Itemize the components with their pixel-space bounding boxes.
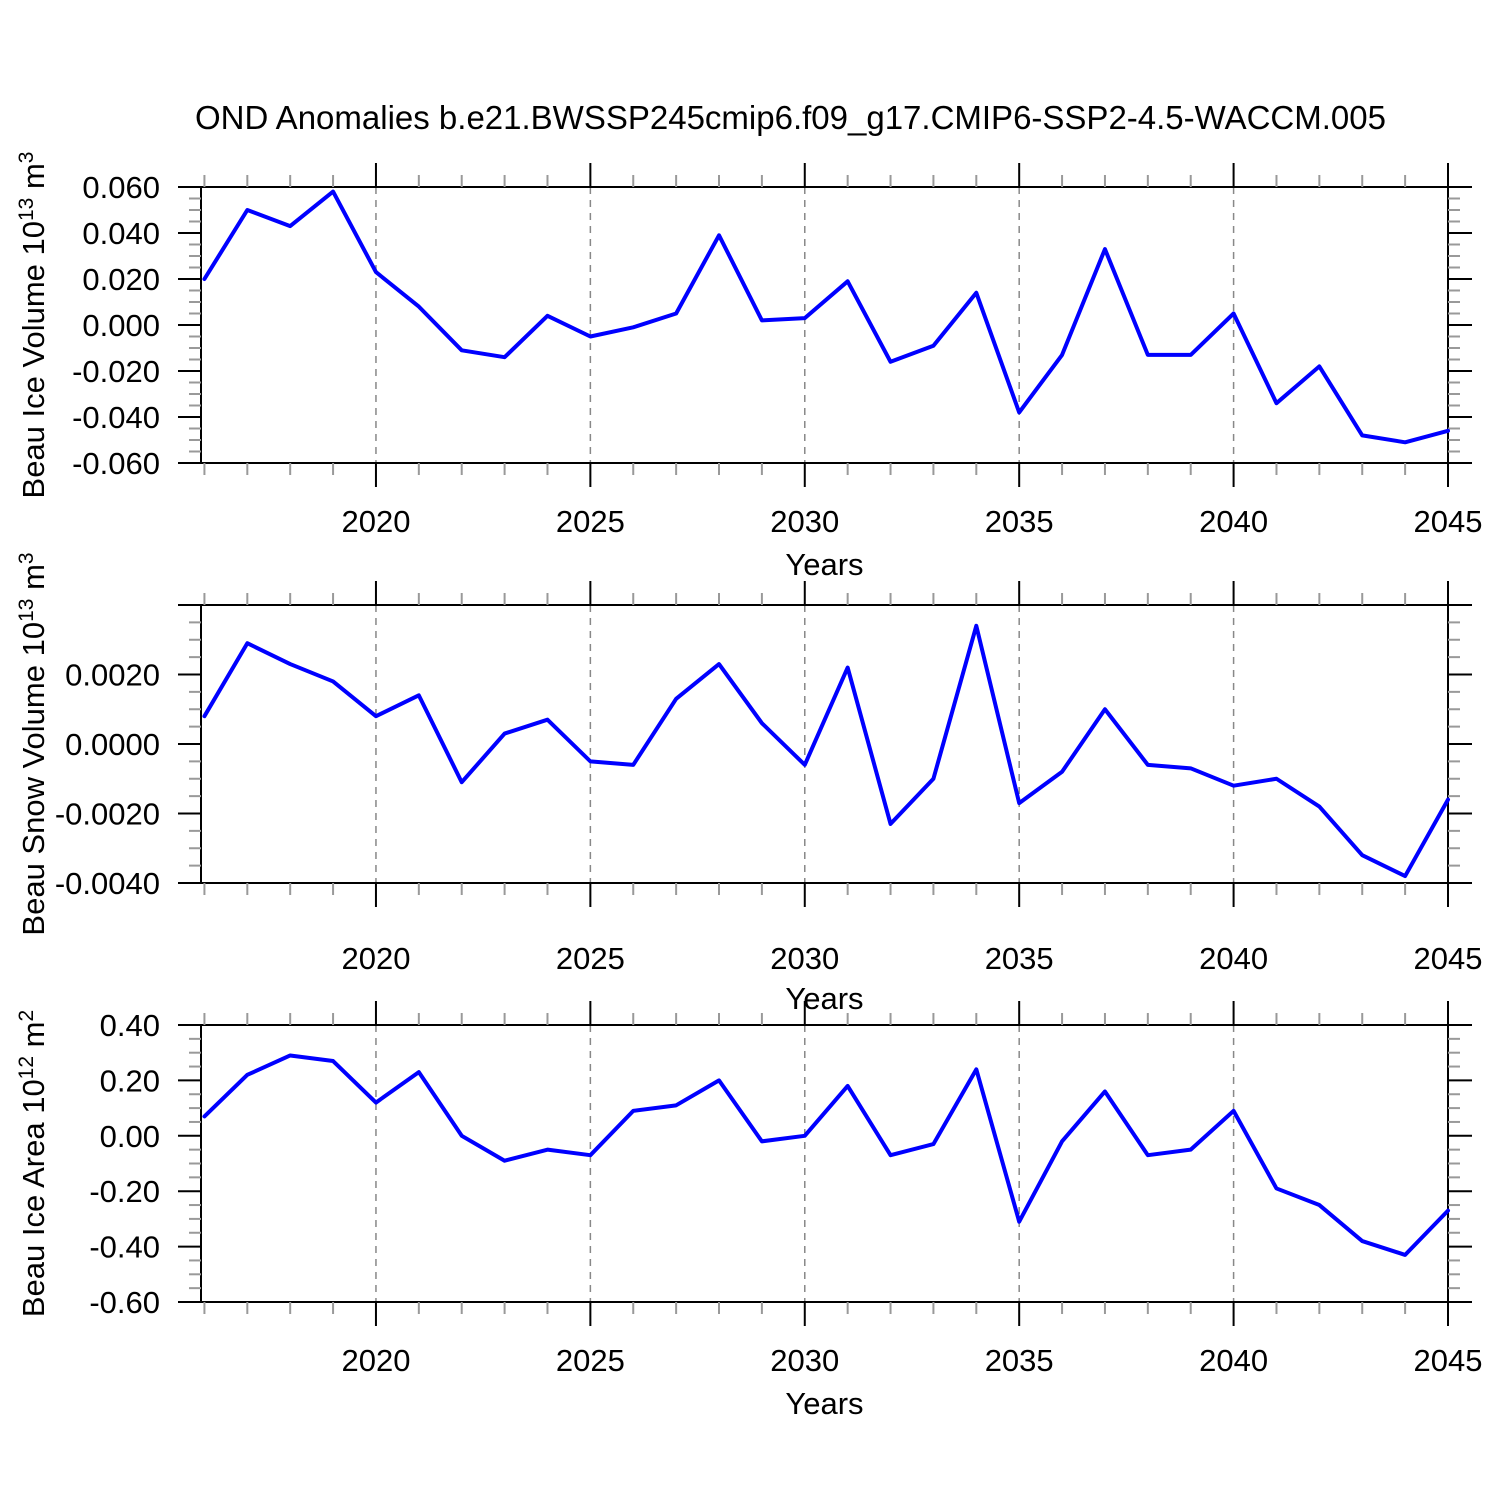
y-major-ticks (178, 186, 1472, 464)
y-tick-label: 0.00 (100, 1119, 160, 1154)
y-major-ticks (178, 604, 1472, 884)
x-tick-label: 2040 (1199, 504, 1268, 539)
plot-border (200, 186, 1449, 464)
x-axis-title: Years (785, 981, 863, 1016)
y-tick-label: 0.40 (100, 1008, 160, 1043)
x-tick-label: 2035 (985, 941, 1054, 976)
page-title: OND Anomalies b.e21.BWSSP245cmip6.f09_g1… (195, 99, 1386, 136)
y-axis-title-snow-volume: Beau Snow Volume 1013 m3 (15, 552, 51, 935)
x-tick-label: 2035 (985, 504, 1054, 539)
x-tick-label: 2045 (1414, 941, 1483, 976)
y-tick-label: 0.020 (82, 262, 160, 297)
x-tick-label: 2025 (556, 1343, 625, 1378)
y-major-ticks (178, 1024, 1472, 1303)
x-tick-label: 2040 (1199, 941, 1268, 976)
y-tick-label: -0.0040 (55, 866, 160, 901)
y-tick-label: 0.060 (82, 170, 160, 205)
x-tick-label: 2035 (985, 1343, 1054, 1378)
y-tick-label: -0.0020 (55, 797, 160, 832)
x-tick-label: 2020 (341, 1343, 410, 1378)
y-minor-ticks (189, 1037, 1460, 1290)
y-tick-label: -0.20 (89, 1174, 160, 1209)
panel-ice-volume: 0.060 0.040 0.020 0.000 -0.020 -0.040 -0.060 20… (15, 152, 1482, 582)
panel-ice-area: 0.40 0.20 0.00 -0.20 -0.40 -0.60 2020 2025 2030 2… (15, 1001, 1482, 1421)
y-minor-ticks (189, 621, 1460, 867)
x-axis-title: Years (785, 547, 863, 582)
y-tick-label: 0.040 (82, 216, 160, 251)
x-tick-label: 2025 (556, 941, 625, 976)
y-axis-title-ice-volume: Beau Ice Volume 1013 m3 (15, 152, 51, 499)
x-tick-label: 2040 (1199, 1343, 1268, 1378)
x-tick-label: 2030 (770, 1343, 839, 1378)
plot-border (200, 604, 1449, 884)
y-axis-title-ice-area: Beau Ice Area 1012 m2 (15, 1010, 51, 1317)
x-ticks (203, 1001, 1449, 1326)
ice-volume-line (202, 189, 1450, 445)
x-tick-label: 2030 (770, 941, 839, 976)
y-tick-label: 0.000 (82, 308, 160, 343)
y-tick-label: 0.0000 (65, 727, 160, 762)
y-tick-label: -0.020 (72, 354, 160, 389)
y-tick-label: 0.0020 (65, 658, 160, 693)
y-minor-ticks (189, 197, 1460, 453)
x-axis-title: Years (785, 1386, 863, 1421)
x-tick-label: 2020 (341, 504, 410, 539)
x-tick-label: 2025 (556, 504, 625, 539)
x-ticks (203, 163, 1449, 487)
ice-area-line (202, 1053, 1450, 1257)
x-tick-label: 2020 (341, 941, 410, 976)
y-tick-label: -0.040 (72, 400, 160, 435)
y-tick-label: -0.40 (89, 1230, 160, 1265)
x-tick-label: 2045 (1414, 1343, 1483, 1378)
y-tick-label: -0.60 (89, 1285, 160, 1320)
x-ticks (203, 581, 1449, 907)
panel-snow-volume: 0.0020 0.0000 -0.0020 -0.0040 2020 2025 2030 20… (15, 552, 1482, 1016)
y-tick-label: 0.20 (100, 1063, 160, 1098)
y-tick-label: -0.060 (72, 446, 160, 481)
snow-volume-line (202, 623, 1450, 879)
x-tick-label: 2045 (1414, 504, 1483, 539)
x-tick-label: 2030 (770, 504, 839, 539)
